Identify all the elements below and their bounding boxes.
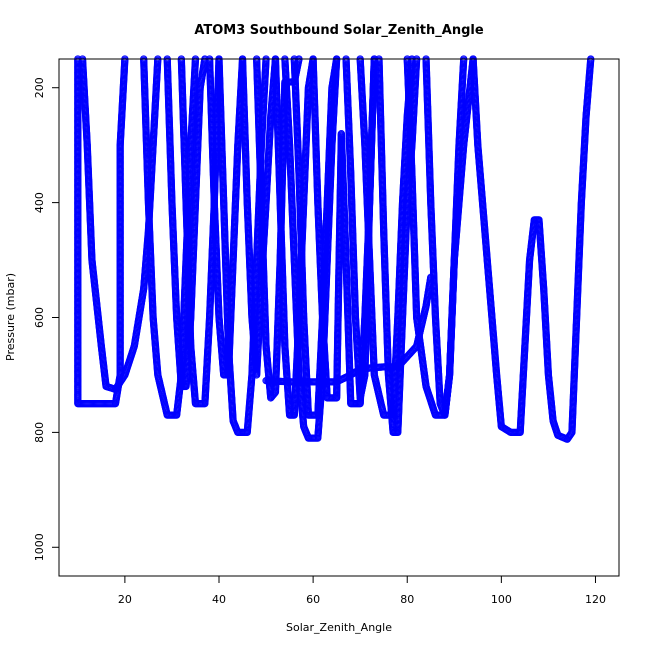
series-3 bbox=[140, 55, 200, 419]
data-points bbox=[74, 55, 595, 443]
chart-title: ATOM3 Southbound Solar_Zenith_Angle bbox=[194, 23, 484, 38]
series-1 bbox=[74, 55, 129, 408]
